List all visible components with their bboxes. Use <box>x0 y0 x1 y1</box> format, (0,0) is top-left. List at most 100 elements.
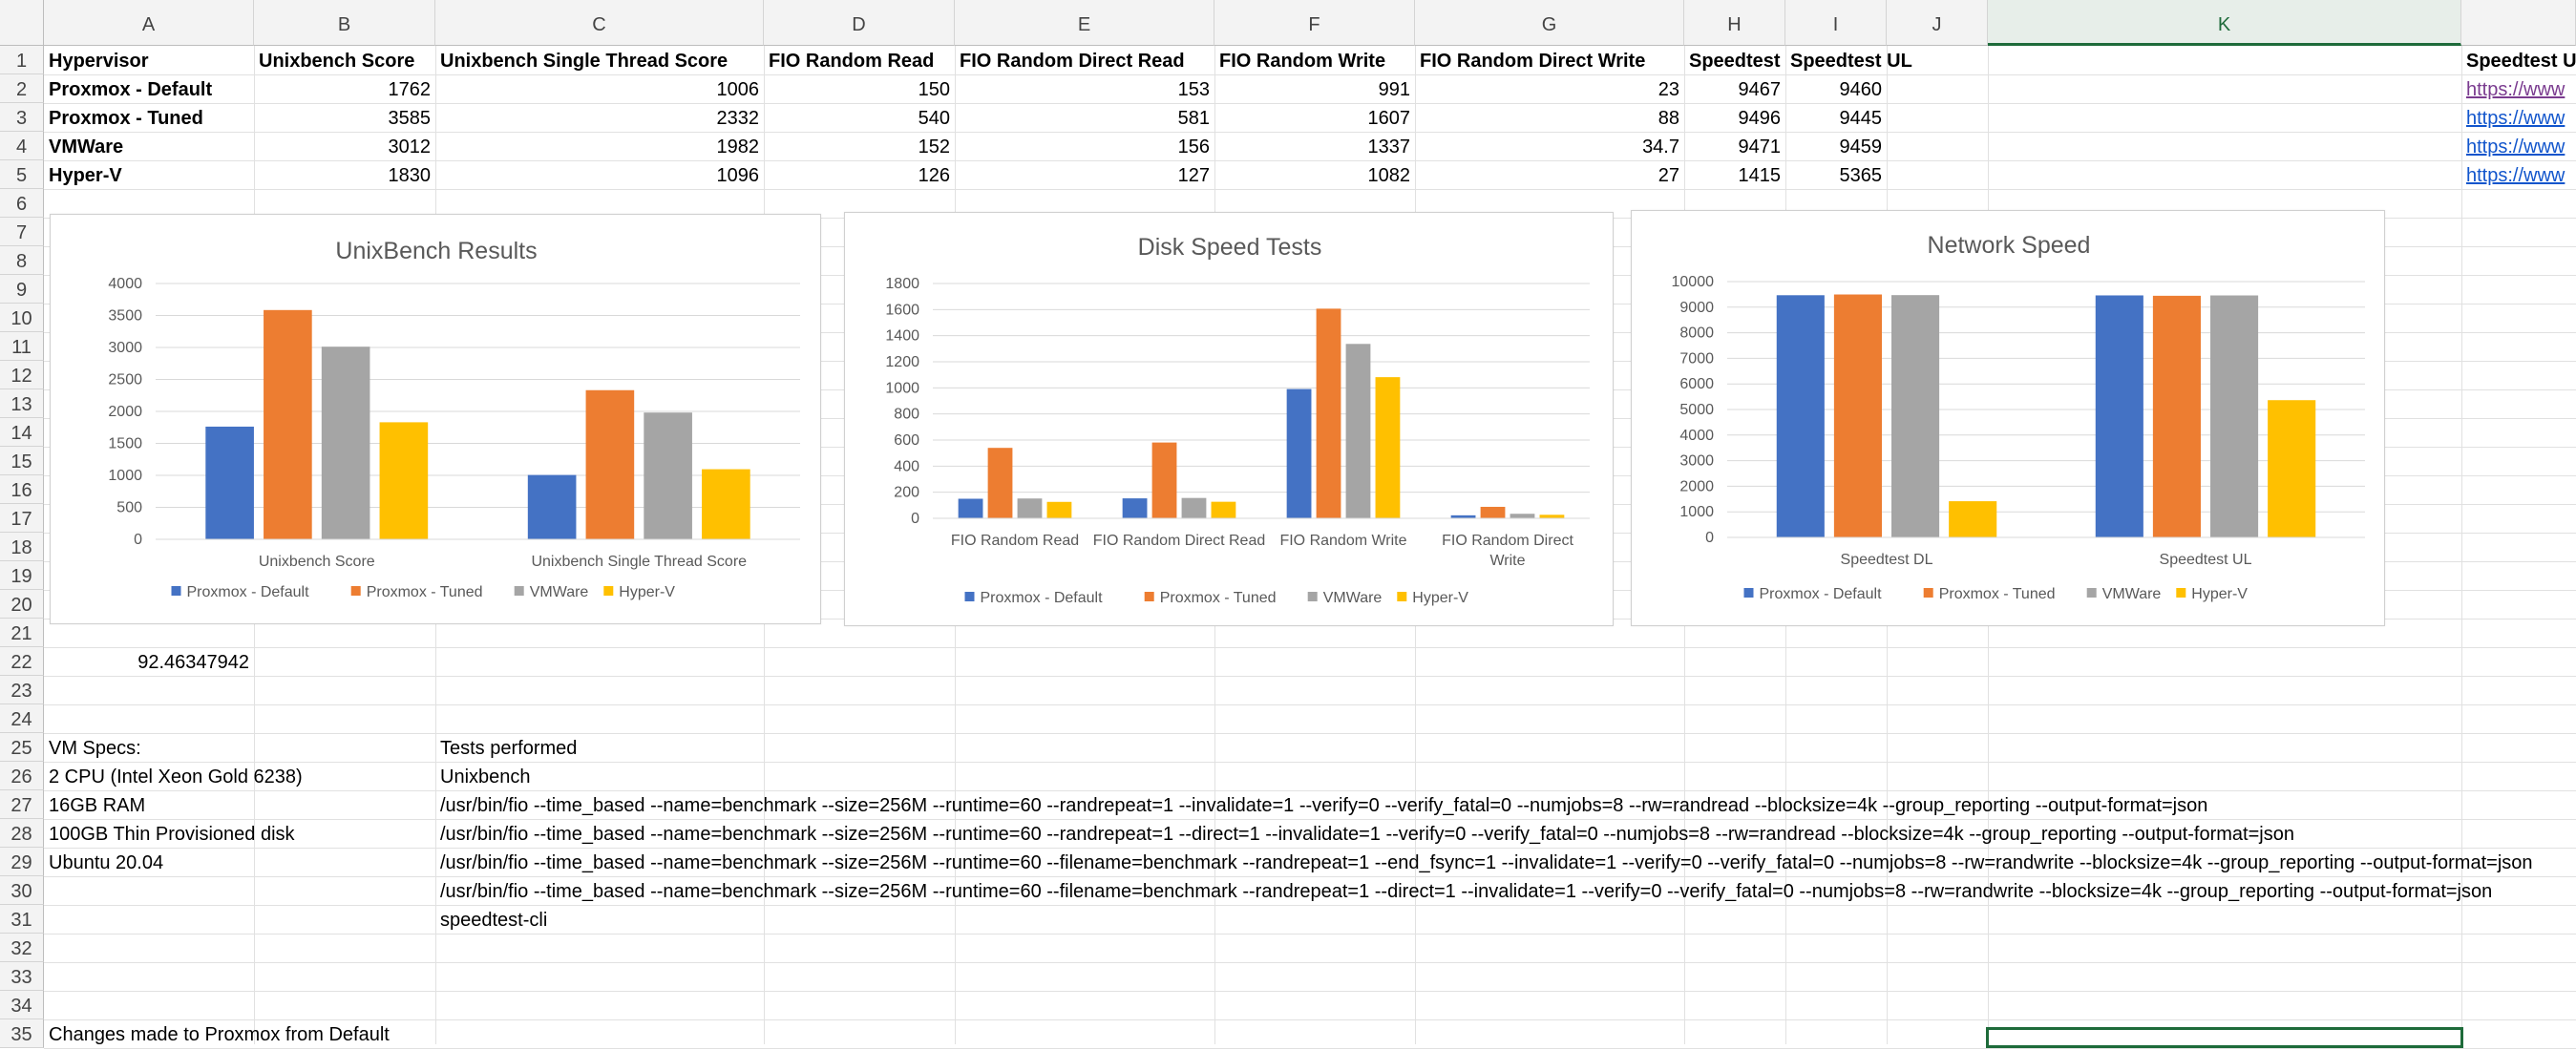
row-header[interactable]: 28 <box>0 819 44 848</box>
row-header[interactable]: 32 <box>0 934 44 962</box>
bar[interactable] <box>644 412 692 539</box>
row-header[interactable]: 8 <box>0 246 44 275</box>
value-cell[interactable]: 126 <box>918 165 950 186</box>
row-header[interactable]: 30 <box>0 876 44 905</box>
disk-speed-chart[interactable]: Disk Speed Tests 0 200 400 600 800 1000 1200 140… <box>844 212 1614 626</box>
vm-spec-line[interactable]: 16GB RAM <box>49 795 146 816</box>
network-speed-chart[interactable]: Network Speed 0 1000 2000 3000 4000 5000 6000 70… <box>1631 210 2385 626</box>
row-header[interactable]: 16 <box>0 475 44 504</box>
bar[interactable] <box>987 448 1013 518</box>
value-cell[interactable]: 5365 <box>1839 165 1883 186</box>
bar[interactable] <box>702 469 750 539</box>
bar[interactable] <box>958 498 983 519</box>
row-header[interactable]: 19 <box>0 561 44 590</box>
value-cell[interactable]: 9467 <box>1738 79 1782 100</box>
row-header[interactable]: 31 <box>0 905 44 934</box>
row-header[interactable]: 20 <box>0 590 44 619</box>
vm-spec-line[interactable]: 2 CPU (Intel Xeon Gold 6238) <box>49 766 303 788</box>
bar[interactable] <box>1776 295 1825 537</box>
row-header[interactable]: 33 <box>0 962 44 991</box>
test-line[interactable]: speedtest-cli <box>440 910 548 931</box>
vm-specs-heading[interactable]: VM Specs: <box>49 738 141 759</box>
test-line[interactable]: /usr/bin/fio --time_based --name=benchma… <box>440 795 2208 816</box>
row-header[interactable]: 24 <box>0 704 44 733</box>
speedtest-result-link[interactable]: https://www <box>2466 108 2565 129</box>
row-header[interactable]: 34 <box>0 991 44 1019</box>
bar[interactable] <box>2095 295 2143 537</box>
column-header-b[interactable]: B <box>254 0 435 46</box>
value-cell[interactable]: 2332 <box>716 108 760 129</box>
bar[interactable] <box>1375 377 1401 518</box>
unixbench-chart[interactable]: UnixBench Results 0 500 1000 1500 2000 2500 300… <box>50 214 821 624</box>
row-header[interactable]: 35 <box>0 1019 44 1048</box>
column-header-k[interactable]: K <box>1988 0 2461 46</box>
row-header[interactable]: 15 <box>0 447 44 475</box>
value-cell[interactable]: 1607 <box>1367 108 1411 129</box>
bar[interactable] <box>1345 344 1371 518</box>
column-header-d[interactable]: D <box>764 0 955 46</box>
bar[interactable] <box>321 346 370 539</box>
value-cell[interactable]: 88 <box>1658 108 1679 129</box>
header-speedtest-url[interactable]: Speedtest UI <box>2466 51 2576 72</box>
speedtest-result-link[interactable]: https://www <box>2466 79 2565 100</box>
value-cell[interactable]: 127 <box>1177 165 1210 186</box>
bar[interactable] <box>1151 442 1177 518</box>
bar[interactable] <box>1181 497 1207 518</box>
row-header[interactable]: 2 <box>0 74 44 103</box>
row-header[interactable]: 23 <box>0 676 44 704</box>
value-cell[interactable]: 150 <box>918 79 950 100</box>
test-line[interactable]: /usr/bin/fio --time_based --name=benchma… <box>440 852 2533 873</box>
test-line[interactable]: /usr/bin/fio --time_based --name=benchma… <box>440 881 2493 902</box>
hypervisor-name-cell[interactable]: VMWare <box>49 136 124 158</box>
header-fio-random-direct-write[interactable]: FIO Random Direct Write <box>1420 51 1646 72</box>
bar[interactable] <box>1833 294 1882 537</box>
row-header[interactable]: 27 <box>0 790 44 819</box>
value-cell[interactable]: 9460 <box>1839 79 1883 100</box>
hypervisor-name-cell[interactable]: Proxmox - Default <box>49 79 213 100</box>
vm-spec-line[interactable]: Ubuntu 20.04 <box>49 852 164 873</box>
value-cell[interactable]: 27 <box>1658 165 1679 186</box>
value-cell[interactable]: 153 <box>1177 79 1210 100</box>
active-cell-selection[interactable] <box>1986 1027 2463 1048</box>
row-header[interactable]: 10 <box>0 304 44 332</box>
bar[interactable] <box>1286 388 1312 518</box>
value-cell[interactable]: 1096 <box>716 165 760 186</box>
value-cell[interactable]: 34.7 <box>1642 136 1679 158</box>
value-cell[interactable]: 1337 <box>1367 136 1411 158</box>
value-cell[interactable]: 3012 <box>388 136 432 158</box>
bar[interactable] <box>1017 498 1043 518</box>
value-cell[interactable]: 156 <box>1177 136 1210 158</box>
tests-heading[interactable]: Tests performed <box>440 738 578 759</box>
row-header[interactable]: 14 <box>0 418 44 447</box>
value-cell[interactable]: 1082 <box>1367 165 1411 186</box>
column-header-l[interactable] <box>2461 0 2576 46</box>
cell-b22[interactable]: 92.46347942 <box>137 652 249 673</box>
bar[interactable] <box>1480 506 1506 518</box>
speedtest-result-link[interactable]: https://www <box>2466 136 2565 158</box>
value-cell[interactable]: 1982 <box>716 136 760 158</box>
bar[interactable] <box>1450 514 1476 518</box>
bar[interactable] <box>1316 308 1341 518</box>
value-cell[interactable]: 9459 <box>1839 136 1883 158</box>
value-cell[interactable]: 991 <box>1378 79 1410 100</box>
test-line[interactable]: /usr/bin/fio --time_based --name=benchma… <box>440 824 2294 845</box>
header-fio-random-write[interactable]: FIO Random Write <box>1219 51 1386 72</box>
bar[interactable] <box>264 309 312 539</box>
row-header[interactable]: 9 <box>0 275 44 304</box>
bar[interactable] <box>2152 295 2201 537</box>
column-header-c[interactable]: C <box>435 0 764 46</box>
row-header[interactable]: 6 <box>0 189 44 218</box>
bar[interactable] <box>205 426 254 539</box>
header-unixbench-score[interactable]: Unixbench Score <box>259 51 415 72</box>
bar[interactable] <box>379 422 429 539</box>
value-cell[interactable]: 581 <box>1177 108 1210 129</box>
row-header[interactable]: 29 <box>0 848 44 876</box>
bar[interactable] <box>1891 295 1940 537</box>
row-header[interactable]: 13 <box>0 389 44 418</box>
header-speedtest-ul[interactable]: Speedtest UL <box>1790 51 1912 72</box>
vm-spec-line[interactable]: 100GB Thin Provisioned disk <box>49 824 295 845</box>
value-cell[interactable]: 9471 <box>1738 136 1782 158</box>
bar[interactable] <box>527 474 577 539</box>
bar[interactable] <box>585 389 635 539</box>
